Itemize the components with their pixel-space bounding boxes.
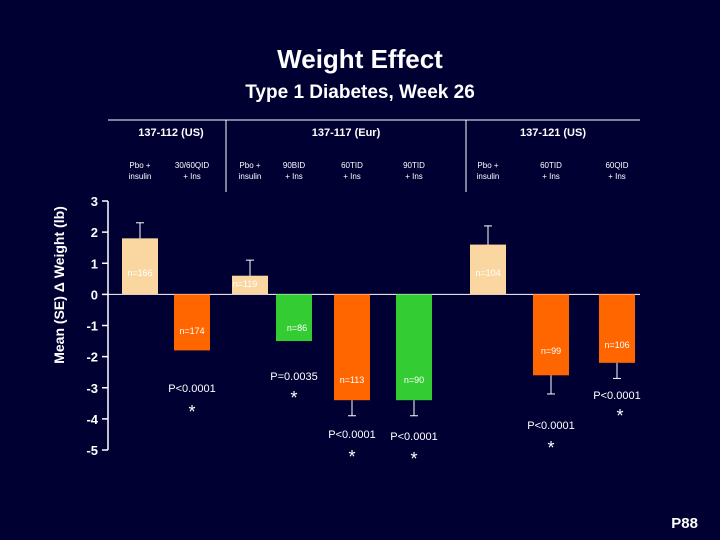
p-value-label: P<0.0001 bbox=[527, 420, 574, 432]
n-label: n=166 bbox=[127, 268, 152, 278]
n-label: n=104 bbox=[475, 268, 500, 278]
bar bbox=[470, 244, 506, 295]
y-tick-label: -1 bbox=[86, 319, 98, 334]
category-label: + Ins bbox=[285, 172, 303, 181]
bar bbox=[533, 294, 569, 376]
category-label: + Ins bbox=[405, 172, 423, 181]
category-label: 30/60QID bbox=[175, 161, 209, 170]
bar bbox=[232, 275, 268, 295]
category-label: + Ins bbox=[183, 172, 201, 181]
y-tick-label: 1 bbox=[91, 256, 98, 271]
significance-star: * bbox=[547, 438, 554, 458]
significance-star: * bbox=[348, 447, 355, 467]
bar bbox=[276, 294, 312, 342]
y-tick-label: -3 bbox=[86, 381, 98, 396]
n-label: n=90 bbox=[404, 375, 424, 385]
p-value-label: P=0.0035 bbox=[270, 371, 317, 383]
y-tick-label: 0 bbox=[91, 287, 98, 302]
y-tick-label: -2 bbox=[86, 350, 98, 365]
n-label: n=86 bbox=[287, 323, 307, 333]
y-tick-label: 2 bbox=[91, 225, 98, 240]
category-label: + Ins bbox=[343, 172, 361, 181]
significance-star: * bbox=[616, 406, 623, 426]
category-label: insulin bbox=[239, 172, 262, 181]
study-label: 137-121 (US) bbox=[520, 127, 586, 139]
category-label: Pbo + bbox=[477, 161, 498, 170]
category-label: + Ins bbox=[608, 172, 626, 181]
p-value-label: P<0.0001 bbox=[390, 431, 437, 443]
slide-title: Weight Effect bbox=[277, 44, 443, 74]
p-value-label: P<0.0001 bbox=[328, 429, 375, 441]
bar bbox=[396, 294, 432, 401]
category-label: 90BID bbox=[283, 161, 305, 170]
category-label: 60TID bbox=[540, 161, 562, 170]
p-value-label: P<0.0001 bbox=[593, 390, 640, 402]
n-label: n=99 bbox=[541, 346, 561, 356]
significance-star: * bbox=[410, 449, 417, 469]
bar bbox=[174, 294, 210, 351]
y-tick-label: 3 bbox=[91, 194, 98, 209]
category-label: Pbo + bbox=[239, 161, 260, 170]
significance-star: * bbox=[290, 388, 297, 408]
n-label: n=119 bbox=[233, 279, 258, 289]
study-label: 137-117 (Eur) bbox=[312, 127, 381, 139]
category-label: insulin bbox=[477, 172, 500, 181]
bar bbox=[334, 294, 370, 401]
y-tick-label: -5 bbox=[86, 443, 98, 458]
y-axis-label: Mean (SE) Δ Weight (lb) bbox=[51, 206, 67, 364]
p-value-label: P<0.0001 bbox=[168, 383, 215, 395]
slide-page-label: P88 bbox=[671, 515, 698, 532]
bar bbox=[599, 294, 635, 363]
y-tick-label: -4 bbox=[86, 412, 98, 427]
category-label: 90TID bbox=[403, 161, 425, 170]
category-label: + Ins bbox=[542, 172, 560, 181]
study-label: 137-112 (US) bbox=[138, 127, 204, 139]
significance-star: * bbox=[188, 402, 195, 422]
n-label: n=106 bbox=[604, 340, 629, 350]
category-label: 60QID bbox=[605, 161, 628, 170]
slide-subtitle: Type 1 Diabetes, Week 26 bbox=[245, 82, 475, 103]
category-label: Pbo + bbox=[129, 161, 150, 170]
bar bbox=[122, 238, 158, 295]
category-label: 60TID bbox=[341, 161, 363, 170]
n-label: n=113 bbox=[340, 375, 365, 385]
n-label: n=174 bbox=[179, 326, 204, 336]
category-label: insulin bbox=[129, 172, 152, 181]
